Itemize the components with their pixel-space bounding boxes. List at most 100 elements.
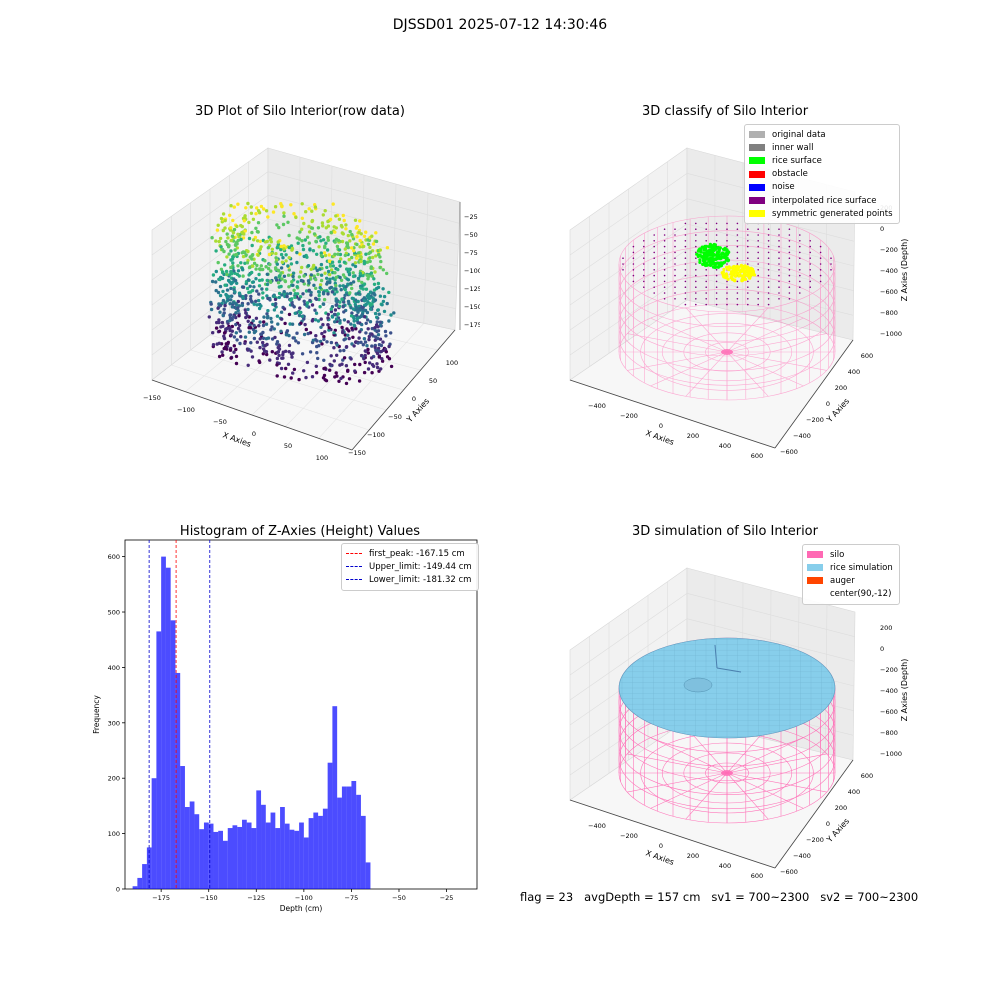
data-point <box>271 210 276 214</box>
data-point <box>293 295 297 299</box>
data-point <box>374 348 378 352</box>
interp-point <box>799 234 801 236</box>
data-point <box>218 284 223 289</box>
data-point <box>291 271 296 275</box>
x-tick-label: −50 <box>213 418 227 426</box>
interp-point <box>778 269 780 271</box>
interp-point <box>736 263 739 265</box>
interp-point <box>767 298 770 300</box>
interp-point <box>663 286 666 288</box>
x-axis-line <box>151 379 353 451</box>
histogram-bar <box>308 818 314 889</box>
rice-point <box>717 249 721 253</box>
interp-point <box>788 245 791 248</box>
data-point <box>281 222 286 227</box>
interpolated-surface <box>622 222 832 306</box>
data-point <box>383 329 388 334</box>
data-point <box>298 230 302 234</box>
interp-point <box>788 263 791 265</box>
data-point <box>295 331 299 335</box>
data-point <box>316 356 320 361</box>
data-point <box>314 311 319 315</box>
data-point <box>216 290 221 295</box>
interp-point <box>632 251 635 254</box>
data-point <box>210 236 214 240</box>
interp-point <box>632 274 635 277</box>
symmetric-point <box>745 273 749 277</box>
data-point <box>349 306 353 310</box>
histogram-bar <box>284 823 290 889</box>
data-point <box>376 346 381 351</box>
data-point <box>372 282 377 286</box>
data-point <box>254 277 258 281</box>
z-tick-label: 200 <box>880 624 892 632</box>
data-point <box>284 349 288 353</box>
data-point <box>214 280 218 284</box>
data-point <box>304 375 308 380</box>
data-point <box>285 292 289 296</box>
y-tick-label: 400 <box>848 368 860 376</box>
data-point <box>374 239 379 244</box>
data-point <box>341 232 345 236</box>
histogram-bar <box>132 886 138 889</box>
data-point <box>311 338 315 342</box>
data-point <box>239 261 243 265</box>
data-point <box>385 301 389 306</box>
data-point <box>252 285 256 289</box>
data-point <box>249 211 254 215</box>
data-point <box>217 354 222 359</box>
data-point <box>230 234 235 238</box>
legend-label: rice simulation <box>830 562 893 573</box>
interp-point <box>684 280 687 283</box>
data-point <box>266 246 270 250</box>
interp-point <box>653 234 655 236</box>
data-point <box>284 366 288 371</box>
y-tick-label: 200 <box>835 384 847 392</box>
histogram-bar <box>199 829 204 889</box>
rice-point <box>696 249 700 253</box>
data-point <box>326 235 330 240</box>
data-point <box>251 319 255 323</box>
data-point <box>368 361 372 365</box>
data-point <box>329 307 333 311</box>
data-point <box>229 265 233 270</box>
data-point <box>223 226 227 230</box>
data-point <box>330 260 335 264</box>
data-point <box>235 224 239 229</box>
symmetric-point <box>722 275 726 279</box>
data-point <box>296 341 301 345</box>
y-tick-label: 600 <box>861 352 873 360</box>
symmetric-point <box>750 269 754 273</box>
interp-point <box>788 257 791 259</box>
interp-point <box>674 228 676 230</box>
interp-point <box>757 257 759 259</box>
symmetric-point <box>735 267 739 271</box>
data-point <box>249 205 253 209</box>
data-point <box>392 311 396 315</box>
legend-item: silo <box>807 548 895 561</box>
data-point <box>344 364 349 368</box>
data-point <box>223 283 227 287</box>
interp-point <box>799 257 801 259</box>
x-axis-label: X Axies <box>644 848 675 867</box>
data-point <box>268 237 273 242</box>
symmetric-point <box>724 272 728 276</box>
data-point <box>211 273 216 277</box>
data-point <box>305 304 309 308</box>
x-tick-label: −100 <box>295 894 313 902</box>
interp-point <box>809 269 811 271</box>
interp-point <box>653 251 655 254</box>
data-point <box>333 278 337 282</box>
interp-point <box>736 292 739 294</box>
data-point <box>367 274 371 278</box>
interp-point <box>643 257 645 259</box>
symmetric-point <box>752 273 757 277</box>
data-point <box>276 281 281 285</box>
data-point <box>349 357 353 361</box>
y-tick-label: 100 <box>446 359 458 367</box>
interp-point <box>695 234 697 236</box>
interp-point <box>778 251 780 254</box>
data-point <box>319 278 324 283</box>
histogram-bar <box>251 828 257 889</box>
data-point <box>339 376 343 381</box>
